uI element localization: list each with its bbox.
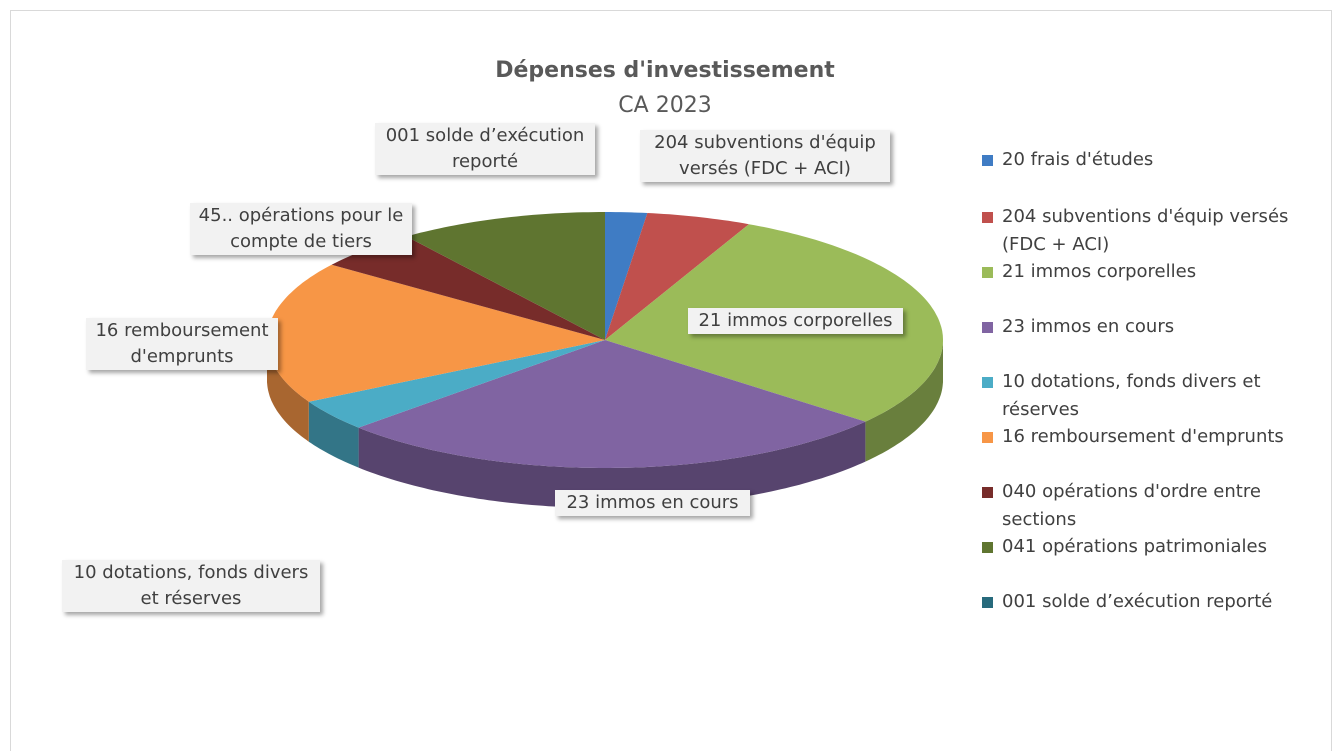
legend-swatch (982, 155, 993, 166)
slice (358, 340, 866, 468)
slice-side (308, 401, 359, 468)
legend-label: 21 immos corporelles (1002, 261, 1197, 282)
data-label: 16 remboursement d'emprunts (86, 318, 278, 370)
legend-swatch (982, 432, 993, 443)
chart-title: Dépenses d'investissement (495, 58, 835, 83)
legend-item: 10 dotations, fonds divers et réserves (982, 368, 1322, 424)
legend-swatch (982, 597, 993, 608)
legend-item: 001 solde d’exécution reporté (982, 588, 1322, 616)
legend-swatch (982, 267, 993, 278)
slice (308, 340, 605, 428)
legend-label: 001 solde d’exécution reporté (1002, 591, 1273, 612)
legend-label: 10 dotations, fonds divers et réserves (1002, 371, 1261, 420)
legend-item: 16 remboursement d'emprunts (982, 423, 1322, 451)
chart-frame (10, 10, 1332, 751)
data-label: 21 immos corporelles (688, 308, 903, 334)
legend-swatch (982, 322, 993, 333)
slice (605, 213, 749, 340)
legend-label: 20 frais d'études (1002, 149, 1154, 170)
legend-label: 041 opérations patrimoniales (1002, 536, 1267, 557)
chart-subtitle: CA 2023 (618, 93, 712, 118)
legend-swatch (982, 377, 993, 388)
data-label: 23 immos en cours (555, 490, 750, 516)
slice (267, 264, 605, 402)
legend-label: 204 subventions d'équip versés (FDC + AC… (1002, 206, 1289, 255)
data-label: 001 solde d’exécution reporté (375, 123, 595, 175)
slice (605, 212, 648, 340)
slice-side (267, 340, 309, 442)
data-label: 45.. opérations pour le compte de tiers (190, 203, 412, 255)
legend-item: 041 opérations patrimoniales (982, 533, 1322, 561)
legend-swatch (982, 487, 993, 498)
legend-label: 23 immos en cours (1002, 316, 1175, 337)
legend-item: 204 subventions d'équip versés (FDC + AC… (982, 203, 1322, 259)
legend-item: 21 immos corporelles (982, 258, 1322, 286)
legend-label: 16 remboursement d'emprunts (1002, 426, 1284, 447)
data-label: 204 subventions d'équip versés (FDC + AC… (640, 130, 890, 182)
slice (406, 212, 605, 340)
data-label: 10 dotations, fonds divers et réserves (62, 560, 320, 612)
legend-swatch (982, 212, 993, 223)
legend-swatch (982, 542, 993, 553)
legend-label: 040 opérations d'ordre entre sections (1002, 481, 1261, 530)
legend-item: 20 frais d'études (982, 146, 1322, 174)
legend-item: 23 immos en cours (982, 313, 1322, 341)
slice (331, 236, 605, 340)
slice-side (865, 340, 943, 462)
slice-side (358, 421, 866, 508)
legend-item: 040 opérations d'ordre entre sections (982, 478, 1322, 534)
